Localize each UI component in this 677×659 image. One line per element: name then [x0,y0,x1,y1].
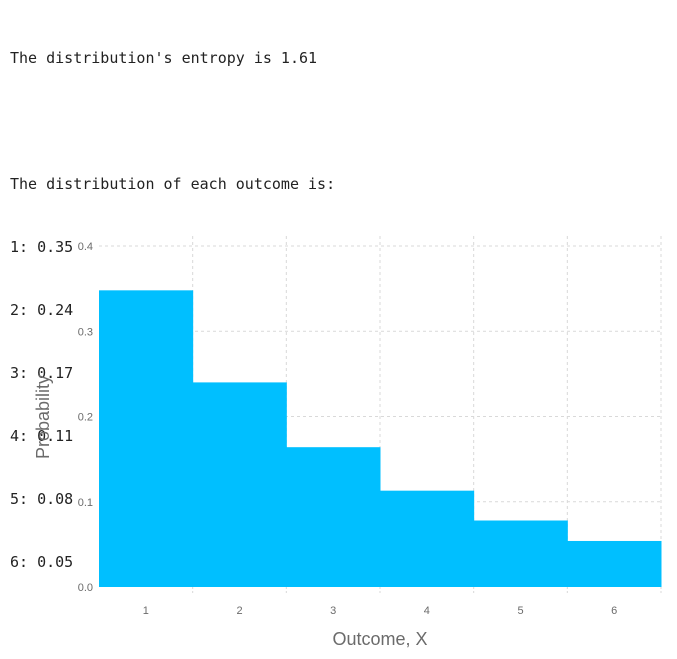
outcome-line: 1: 0.35 [10,238,74,256]
outcome-line: 6: 0.05 [10,553,74,571]
x-tick-label: 5 [517,605,523,617]
x-axis-label: Outcome, X [332,629,427,649]
bars [99,290,662,587]
bar [567,540,662,587]
y-tick-label: 0.0 [78,582,93,594]
distribution-heading: The distribution of each outcome is: [10,175,336,193]
x-axis-ticks: 1 2 3 4 5 6 [143,605,617,617]
x-tick-label: 2 [236,605,242,617]
text-output: The distribution's entropy is 1.61 The d… [10,6,335,594]
x-tick-label: 1 [143,605,149,617]
x-tick-label: 6 [611,605,617,617]
bar [99,290,194,587]
outcome-line: 5: 0.08 [10,490,74,508]
bar [286,447,381,587]
y-tick-label: 0.3 [78,326,93,338]
outcome-line: 4: 0.11 [10,427,74,445]
bar [473,520,568,587]
y-axis-label: Probability [33,375,53,459]
bar [380,490,475,587]
y-tick-label: 0.1 [78,497,93,509]
outcome-line: 2: 0.24 [10,301,74,319]
x-tick-label: 4 [424,605,430,617]
y-axis-ticks: 0.0 0.1 0.2 0.3 0.4 [78,241,93,594]
x-tick-label: 3 [330,605,336,617]
y-tick-label: 0.4 [78,241,93,253]
entropy-line: The distribution's entropy is 1.61 [10,49,318,67]
y-tick-label: 0.2 [78,412,93,424]
outcome-line: 3: 0.17 [10,364,74,382]
bar [192,382,287,587]
